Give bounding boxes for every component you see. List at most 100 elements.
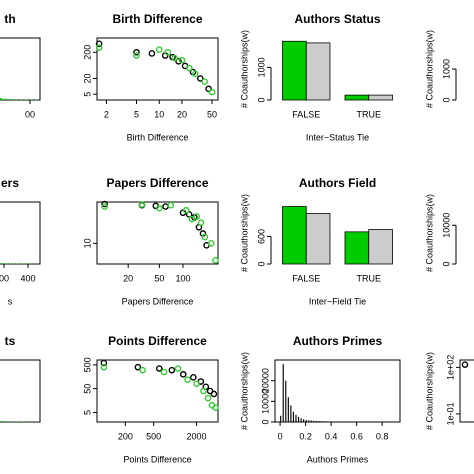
y-tick-label: 5: [82, 92, 92, 97]
point: [208, 240, 215, 247]
x-tick-label: 0.8: [376, 431, 389, 441]
point: [100, 363, 108, 371]
point: [201, 233, 209, 241]
x-tick-label: 50: [154, 273, 164, 283]
panel-title: ts: [5, 334, 16, 348]
point: [191, 70, 199, 78]
x-tick-label: 10: [154, 109, 164, 119]
hist-bar: [1, 263, 3, 264]
x-axis-label: Points Difference: [123, 454, 191, 464]
point: [197, 219, 205, 226]
x-tick-label: 00: [0, 273, 9, 283]
x-tick-label: 0: [278, 431, 283, 441]
hist-bar: [290, 405, 292, 422]
x-axis-label: Papers Difference: [122, 296, 194, 306]
x-tick-label: 400: [20, 273, 35, 283]
panel: ers s 00 400: [0, 176, 41, 306]
y-axis-label: # Coauthorships(w): [239, 30, 249, 108]
point: [138, 201, 146, 208]
plot-frame: [0, 201, 41, 265]
y-tick-label: 10000: [441, 213, 451, 238]
panel-title: Authors Field: [299, 176, 376, 190]
y-tick-label: 0: [260, 419, 270, 424]
point: [160, 368, 168, 376]
point: [134, 363, 142, 371]
panel-title: Authors Primes: [293, 334, 383, 348]
x-tick-label: TRUE: [357, 109, 382, 119]
point: [204, 394, 212, 402]
x-tick-label: 0.2: [299, 431, 312, 441]
point: [155, 46, 163, 54]
point: [178, 56, 186, 64]
point: [212, 404, 219, 411]
y-tick-label: 20: [82, 73, 92, 83]
y-tick-label: 50: [82, 384, 92, 394]
bar: [368, 229, 393, 265]
point: [182, 206, 190, 214]
point: [188, 215, 196, 223]
hist-bar: [300, 418, 302, 422]
hist-bar: [15, 99, 18, 100]
point: [148, 50, 156, 57]
point: [133, 48, 140, 56]
panel-title: ers: [1, 176, 19, 190]
y-axis-label: # Coauthorships(w): [424, 194, 434, 272]
point: [162, 203, 169, 210]
hist-bar: [10, 99, 13, 100]
point: [190, 374, 197, 381]
panel: # Coauthorships(w) 0 1000: [424, 30, 457, 108]
bar: [305, 213, 331, 265]
point: [201, 78, 209, 85]
point: [171, 54, 178, 62]
y-tick-label: 1e+02: [445, 355, 455, 380]
point: [184, 376, 191, 383]
point: [101, 200, 108, 208]
x-axis-label: Birth Difference: [127, 132, 189, 142]
hist-bar: [10, 263, 12, 264]
point: [164, 48, 172, 56]
hist-bar: [7, 263, 9, 264]
hist-bar: [328, 421, 330, 422]
plot-frame: [96, 359, 219, 423]
x-tick-label: 20: [123, 273, 133, 283]
point: [212, 257, 219, 264]
hist-bar: [303, 419, 305, 422]
hist-bar: [315, 420, 317, 422]
x-tick-label: 00: [25, 109, 35, 119]
y-tick-label: 0: [441, 261, 451, 266]
hist-bar: [308, 420, 310, 422]
panel-title: th: [4, 12, 15, 26]
point: [193, 380, 200, 388]
x-tick-label: 50: [207, 109, 217, 119]
x-tick-label: 5: [134, 109, 139, 119]
panel-title: Points Difference: [108, 334, 207, 348]
hist-bar: [10, 421, 12, 422]
hist-bar: [297, 416, 300, 422]
hist-bar: [1, 421, 3, 422]
x-tick-label: 500: [146, 431, 161, 441]
panel: Birth Difference Birth Difference 5 20 200 2 5…: [82, 12, 219, 142]
panel-title: Authors Status: [294, 12, 380, 26]
plot-frame: [459, 359, 474, 423]
point: [139, 366, 146, 374]
point: [197, 75, 204, 82]
hist-bar: [313, 420, 315, 422]
x-tick-label: 200: [118, 431, 133, 441]
bar: [344, 231, 370, 265]
point: [156, 204, 163, 212]
y-tick-label: 20000: [260, 368, 270, 393]
hist-bar: [282, 364, 284, 422]
y-tick-label: 1000: [441, 59, 451, 79]
hist-bar: [20, 99, 23, 100]
y-tick-label: 0: [256, 97, 266, 102]
x-axis-label: Inter−Field Tie: [309, 296, 366, 306]
panel: # Coauthorships(w) 1e-01 1e+02: [424, 352, 474, 430]
point: [208, 88, 216, 96]
point: [156, 365, 163, 372]
point: [185, 64, 193, 72]
hist-bar: [331, 421, 333, 422]
point: [133, 52, 140, 59]
x-tick-label: 2: [104, 109, 109, 119]
hist-bar: [292, 411, 295, 422]
hist-bar: [318, 421, 320, 422]
